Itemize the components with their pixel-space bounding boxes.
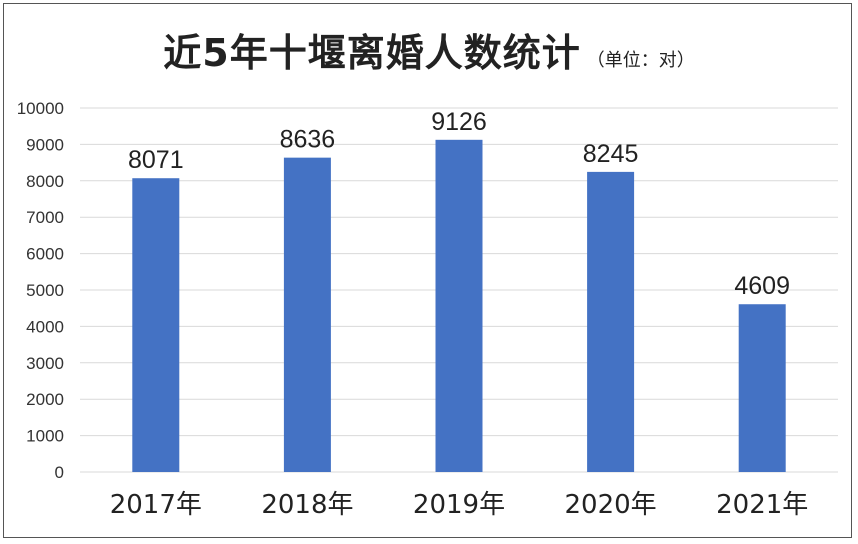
- x-category-label: 2018年: [261, 490, 353, 520]
- y-tick-label: 0: [55, 463, 64, 482]
- y-tick-label: 7000: [26, 208, 64, 227]
- data-label: 4609: [734, 272, 790, 300]
- y-tick-label: 10000: [17, 99, 64, 118]
- y-tick-label: 8000: [26, 172, 64, 191]
- bar: [435, 139, 483, 472]
- chart-title: 近5年十堰离婚人数统计: [163, 31, 581, 75]
- y-tick-label: 2000: [26, 390, 64, 409]
- y-tick-label: 9000: [26, 135, 64, 154]
- bar: [132, 178, 180, 472]
- bar: [587, 171, 635, 472]
- x-category-label: 2021年: [716, 490, 808, 520]
- x-category-label: 2020年: [565, 490, 657, 520]
- chart-subtitle: （单位：对）: [586, 50, 695, 71]
- y-tick-label: 4000: [26, 317, 64, 336]
- y-tick-label: 6000: [26, 245, 64, 264]
- data-label: 8071: [128, 146, 184, 174]
- x-category-label: 2019年: [413, 490, 505, 520]
- data-label: 8636: [280, 126, 336, 154]
- y-tick-label: 1000: [26, 427, 64, 446]
- data-label: 9126: [431, 108, 487, 136]
- y-tick-label: 5000: [26, 281, 64, 300]
- data-label: 8245: [583, 140, 639, 168]
- x-category-label: 2017年: [110, 490, 202, 520]
- bar: [283, 157, 331, 472]
- bar: [738, 304, 786, 472]
- chart-title-block: 近5年十堰离婚人数统计 （单位：对）: [0, 22, 858, 77]
- y-tick-label: 3000: [26, 354, 64, 373]
